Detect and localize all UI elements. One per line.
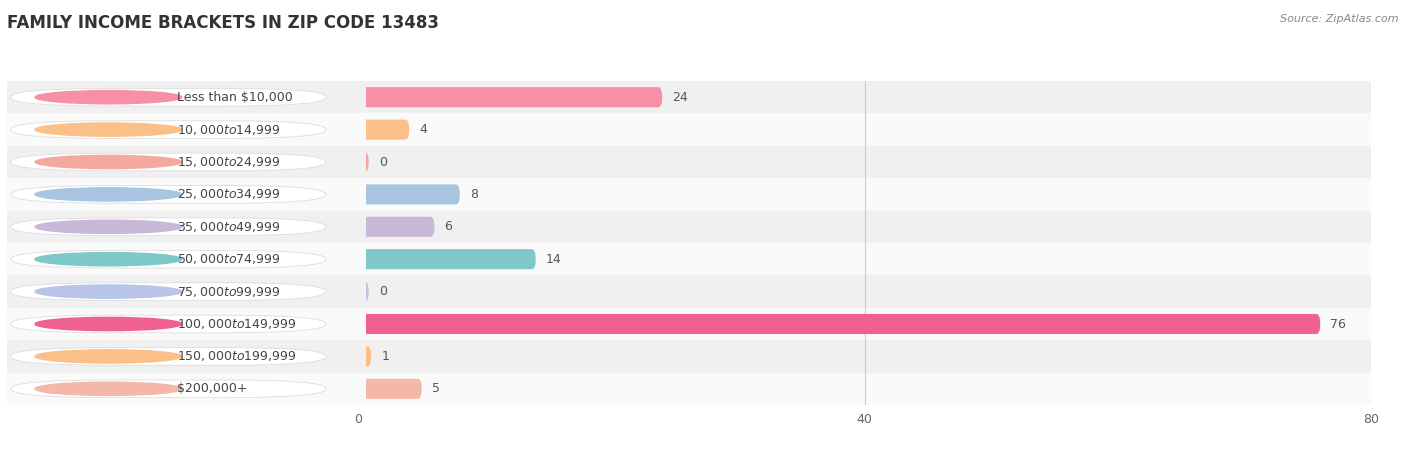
Circle shape xyxy=(35,123,181,136)
Bar xyxy=(7,275,366,308)
FancyBboxPatch shape xyxy=(11,185,326,203)
Text: $15,000 to $24,999: $15,000 to $24,999 xyxy=(177,155,280,169)
Bar xyxy=(7,178,366,211)
Text: 0: 0 xyxy=(378,285,387,298)
Bar xyxy=(359,340,1371,373)
Bar xyxy=(359,81,1371,113)
Bar xyxy=(7,113,366,146)
Circle shape xyxy=(35,285,181,298)
Text: 14: 14 xyxy=(546,253,561,266)
Text: 76: 76 xyxy=(1330,318,1346,330)
Bar xyxy=(359,308,1371,340)
FancyBboxPatch shape xyxy=(359,115,1371,144)
FancyBboxPatch shape xyxy=(359,212,1371,242)
Circle shape xyxy=(35,317,181,331)
Bar xyxy=(359,178,1371,211)
FancyBboxPatch shape xyxy=(11,315,326,333)
Circle shape xyxy=(35,382,181,396)
Bar xyxy=(359,211,1371,243)
Text: 0: 0 xyxy=(378,156,387,168)
FancyBboxPatch shape xyxy=(11,218,326,236)
Text: $75,000 to $99,999: $75,000 to $99,999 xyxy=(177,284,280,299)
Bar xyxy=(7,81,366,113)
Bar xyxy=(359,373,1371,405)
Text: 6: 6 xyxy=(444,220,453,233)
Text: FAMILY INCOME BRACKETS IN ZIP CODE 13483: FAMILY INCOME BRACKETS IN ZIP CODE 13483 xyxy=(7,14,439,32)
FancyBboxPatch shape xyxy=(11,347,326,365)
Bar xyxy=(359,243,1371,275)
Bar xyxy=(359,146,1371,178)
Text: 8: 8 xyxy=(470,188,478,201)
FancyBboxPatch shape xyxy=(11,380,326,398)
Bar xyxy=(7,340,366,373)
Text: 4: 4 xyxy=(419,123,427,136)
Text: $100,000 to $149,999: $100,000 to $149,999 xyxy=(177,317,297,331)
FancyBboxPatch shape xyxy=(359,309,1371,339)
Bar xyxy=(7,211,366,243)
FancyBboxPatch shape xyxy=(11,153,326,171)
FancyBboxPatch shape xyxy=(11,121,326,139)
FancyBboxPatch shape xyxy=(359,277,1371,306)
Text: 5: 5 xyxy=(432,382,440,395)
Circle shape xyxy=(35,350,181,363)
Bar xyxy=(7,308,366,340)
Text: Less than $10,000: Less than $10,000 xyxy=(177,91,292,104)
FancyBboxPatch shape xyxy=(359,147,1371,177)
FancyBboxPatch shape xyxy=(359,282,368,302)
FancyBboxPatch shape xyxy=(359,217,434,237)
FancyBboxPatch shape xyxy=(359,342,1371,371)
FancyBboxPatch shape xyxy=(359,249,536,269)
Text: Source: ZipAtlas.com: Source: ZipAtlas.com xyxy=(1281,14,1399,23)
Text: $50,000 to $74,999: $50,000 to $74,999 xyxy=(177,252,280,266)
Text: 24: 24 xyxy=(672,91,688,104)
FancyBboxPatch shape xyxy=(359,346,371,366)
Bar xyxy=(359,275,1371,308)
FancyBboxPatch shape xyxy=(11,283,326,301)
Circle shape xyxy=(35,252,181,266)
Text: $200,000+: $200,000+ xyxy=(177,382,247,395)
FancyBboxPatch shape xyxy=(359,374,1371,404)
FancyBboxPatch shape xyxy=(359,244,1371,274)
FancyBboxPatch shape xyxy=(359,314,1320,334)
Bar xyxy=(7,373,366,405)
FancyBboxPatch shape xyxy=(11,250,326,268)
Bar xyxy=(7,243,366,275)
Bar xyxy=(359,113,1371,146)
FancyBboxPatch shape xyxy=(359,87,662,107)
FancyBboxPatch shape xyxy=(359,120,409,140)
Circle shape xyxy=(35,155,181,169)
Text: $150,000 to $199,999: $150,000 to $199,999 xyxy=(177,349,297,364)
Text: $25,000 to $34,999: $25,000 to $34,999 xyxy=(177,187,280,202)
Text: $35,000 to $49,999: $35,000 to $49,999 xyxy=(177,220,280,234)
FancyBboxPatch shape xyxy=(359,379,422,399)
Text: $10,000 to $14,999: $10,000 to $14,999 xyxy=(177,122,280,137)
Bar xyxy=(7,146,366,178)
FancyBboxPatch shape xyxy=(359,184,460,204)
FancyBboxPatch shape xyxy=(359,152,368,172)
Text: 1: 1 xyxy=(381,350,389,363)
FancyBboxPatch shape xyxy=(359,82,1371,112)
Circle shape xyxy=(35,90,181,104)
Circle shape xyxy=(35,188,181,201)
Circle shape xyxy=(35,220,181,234)
FancyBboxPatch shape xyxy=(359,180,1371,209)
FancyBboxPatch shape xyxy=(11,88,326,106)
